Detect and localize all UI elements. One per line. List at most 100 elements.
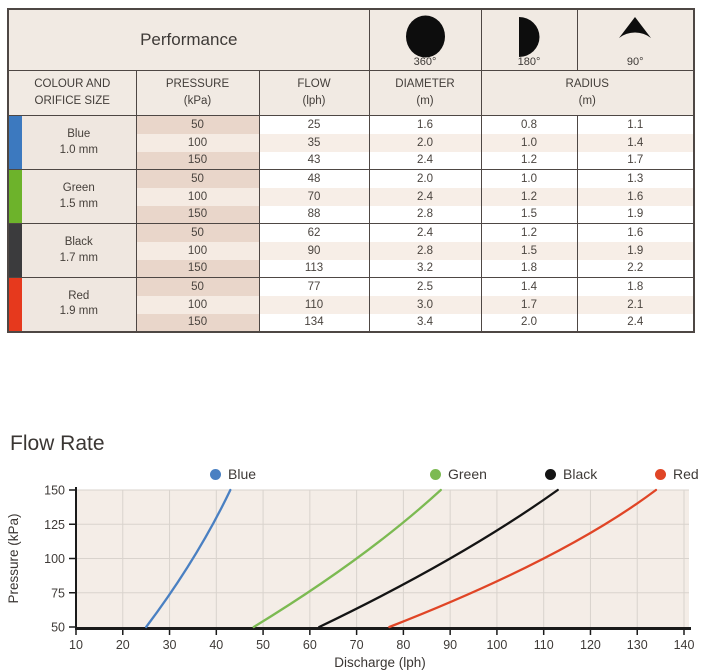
value-cell: 1.5: [480, 205, 578, 224]
x-tick-label: 130: [627, 638, 648, 652]
chart-curve-black: [318, 488, 559, 629]
value-cell: 70: [258, 187, 370, 206]
pressure-cell: 100: [135, 295, 260, 314]
pattern-label-90: 90°: [626, 56, 644, 68]
value-cell: 2.8: [368, 241, 482, 260]
value-cell: 35: [258, 133, 370, 152]
table-row: 150 43 2.4 1.2 1.7: [8, 151, 695, 170]
pattern-cell-360: 360°: [368, 9, 482, 71]
colour-bar: [9, 170, 22, 223]
x-tick-label: 50: [256, 638, 270, 652]
value-cell: 1.6: [576, 223, 695, 242]
y-tick-label: 50: [51, 621, 65, 635]
value-cell: 2.4: [368, 151, 482, 170]
value-cell: 62: [258, 223, 370, 242]
value-cell: 134: [258, 313, 370, 332]
pressure-cell: 150: [135, 151, 260, 170]
chart-curve-red: [388, 488, 658, 629]
legend-label: Black: [563, 466, 598, 482]
table-title: Performance: [7, 9, 370, 71]
legend-item-blue: Blue: [210, 466, 256, 482]
value-cell: 1.9: [576, 241, 695, 260]
value-cell: 113: [258, 259, 370, 278]
half-circle-icon: [519, 17, 540, 57]
colour-name: Green 1.5 mm: [59, 181, 98, 210]
legend-label: Blue: [228, 466, 257, 482]
value-cell: 1.4: [576, 133, 695, 152]
x-tick-label: 120: [580, 638, 601, 652]
pressure-cell: 50: [135, 223, 260, 242]
pressure-cell: 100: [135, 241, 260, 260]
value-cell: 1.8: [576, 277, 695, 296]
x-tick-label: 10: [69, 638, 83, 652]
value-cell: 2.4: [576, 313, 695, 332]
y-tick-label: 125: [44, 518, 65, 532]
value-cell: 1.0: [480, 169, 578, 188]
y-tick-label: 75: [51, 586, 65, 600]
pressure-cell: 50: [135, 277, 260, 296]
value-cell: 25: [258, 115, 370, 134]
value-cell: 1.3: [576, 169, 695, 188]
value-cell: 1.4: [480, 277, 578, 296]
chart-title: Flow Rate: [10, 432, 105, 455]
value-cell: 1.0: [480, 133, 578, 152]
value-cell: 90: [258, 241, 370, 260]
value-cell: 1.9: [576, 205, 695, 224]
value-cell: 110: [258, 295, 370, 314]
colour-bar: [9, 278, 22, 331]
x-tick-label: 90: [443, 638, 457, 652]
value-cell: 0.8: [480, 115, 578, 134]
value-cell: 1.6: [576, 187, 695, 206]
x-tick-label: 20: [116, 638, 130, 652]
value-cell: 1.7: [480, 295, 578, 314]
x-tick-label: 60: [303, 638, 317, 652]
pattern-cell-90: 90°: [576, 9, 695, 71]
value-cell: 2.0: [480, 313, 578, 332]
value-cell: 2.8: [368, 205, 482, 224]
value-cell: 1.8: [480, 259, 578, 278]
table-row: Blue 1.0 mm 50 25 1.6 0.8 1.1: [7, 115, 695, 170]
pressure-cell: 100: [135, 133, 260, 152]
value-cell: 48: [258, 169, 370, 188]
x-tick-label: 80: [396, 638, 410, 652]
value-cell: 2.2: [576, 259, 695, 278]
table-row: 100 90 2.8 1.5 1.9: [8, 241, 695, 260]
legend-dot-green: [430, 468, 441, 480]
x-tick-label: 140: [674, 638, 695, 652]
table-row: 150 134 3.4 2.0 2.4: [8, 313, 695, 332]
x-tick-label: 70: [350, 638, 364, 652]
col-header-diameter: DIAMETER (m): [368, 70, 482, 116]
value-cell: 2.0: [368, 133, 482, 152]
value-cell: 2.1: [576, 295, 695, 314]
x-tick-label: 30: [163, 638, 177, 652]
legend-dot-blue: [210, 468, 221, 480]
legend-item-black: Black: [545, 466, 597, 482]
value-cell: 3.0: [368, 295, 482, 314]
table-body: Blue 1.0 mm 50 25 1.6 0.8 1.1 100 35 2.0 1.0 1.4 150…: [7, 115, 695, 332]
table-row: 150 113 3.2 1.8 2.2: [8, 259, 695, 278]
table-row: 150 88 2.8 1.5 1.9: [8, 205, 695, 224]
y-tick-label: 100: [44, 552, 65, 566]
pattern-label-360: 360°: [413, 56, 437, 68]
table-row: Green 1.5 mm 50 48 2.0 1.0 1.3: [7, 169, 695, 224]
quarter-sector-icon: [619, 17, 652, 38]
col-header-colour: COLOUR AND ORIFICE SIZE: [7, 70, 137, 116]
y-axis-label: Pressure (kPa): [6, 513, 21, 603]
x-tick-label: 110: [534, 638, 554, 652]
value-cell: 43: [258, 151, 370, 170]
x-tick-label: 40: [209, 638, 223, 652]
value-cell: 2.5: [368, 277, 482, 296]
value-cell: 1.5: [480, 241, 578, 260]
pressure-cell: 50: [135, 115, 260, 134]
col-header-pressure: PRESSURE (kPa): [135, 70, 260, 116]
legend-label: Red: [673, 466, 699, 482]
y-tick-label: 150: [44, 485, 65, 498]
performance-table: Performance 360° 180°: [7, 8, 695, 333]
colour-bar: [9, 224, 22, 277]
pressure-cell: 150: [135, 313, 260, 332]
legend-label: Green: [448, 466, 487, 482]
value-cell: 77: [258, 277, 370, 296]
value-cell: 3.2: [368, 259, 482, 278]
chart-curve-green: [252, 488, 442, 629]
value-cell: 1.2: [480, 223, 578, 242]
